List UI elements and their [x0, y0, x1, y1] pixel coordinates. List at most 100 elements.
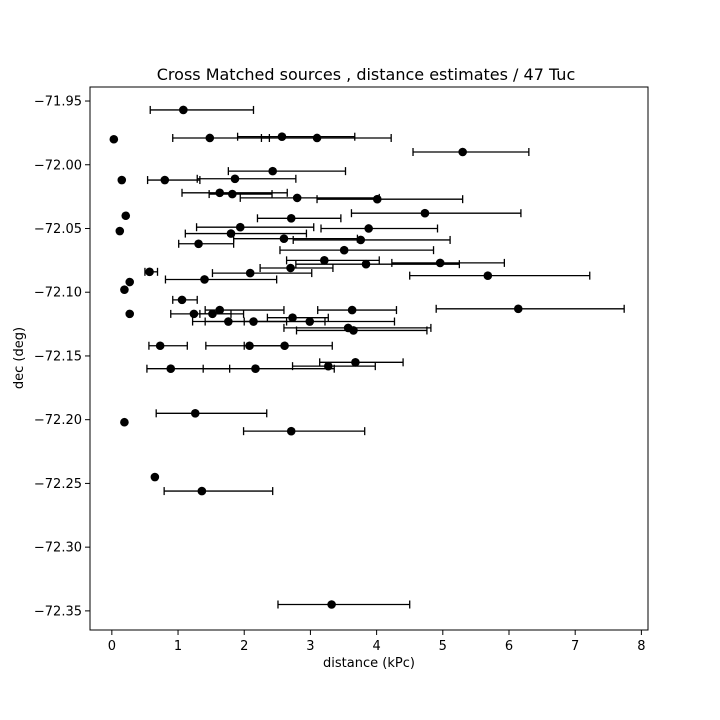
data-point	[177, 295, 187, 305]
data-point	[277, 132, 287, 142]
data-point	[166, 364, 176, 373]
data-point	[312, 133, 322, 143]
error-bar	[242, 427, 366, 436]
error-bar	[184, 229, 308, 238]
plot-area-frame	[89, 86, 649, 631]
data-point	[349, 326, 358, 335]
error-bar	[391, 258, 506, 267]
error-bar	[146, 176, 201, 185]
data-point	[286, 213, 296, 223]
error-bar	[319, 358, 404, 367]
data-point	[364, 224, 373, 233]
data-point	[483, 271, 493, 280]
data-point	[145, 267, 154, 277]
data-point	[292, 193, 302, 203]
data-point	[230, 174, 240, 184]
y-tick-label: −71.95	[34, 95, 82, 110]
error-bar	[211, 269, 313, 278]
data-point	[513, 304, 523, 314]
error-bar	[155, 409, 268, 418]
data-point	[200, 275, 209, 284]
data-point	[121, 211, 131, 221]
data-point	[160, 175, 170, 185]
data-point	[215, 305, 225, 315]
data-point	[194, 239, 203, 249]
data-point	[268, 166, 277, 176]
data-point	[347, 305, 357, 315]
y-tick-label: −72.30	[34, 541, 82, 556]
error-bar	[163, 487, 274, 496]
data-points-layer	[109, 105, 523, 609]
x-tick-label: 5	[439, 639, 447, 654]
data-point	[356, 235, 366, 245]
data-point	[125, 309, 135, 319]
data-point	[226, 229, 236, 238]
error-bar	[279, 246, 435, 255]
error-bar	[232, 234, 359, 243]
error-bar	[350, 209, 522, 218]
y-tick-label: −72.25	[34, 477, 82, 492]
data-point	[228, 189, 237, 199]
data-point	[109, 134, 119, 144]
error-bar	[285, 256, 380, 265]
y-axis-label: dec (deg)	[12, 327, 27, 389]
data-point	[215, 188, 225, 198]
data-point	[125, 277, 135, 287]
data-point	[150, 472, 160, 482]
error-bar	[243, 317, 396, 326]
y-tick-label: −72.05	[34, 222, 82, 237]
error-bar	[202, 364, 335, 373]
error-bar	[317, 306, 398, 315]
error-bar	[172, 133, 271, 142]
y-tick-label: −72.00	[34, 158, 82, 173]
error-bar	[435, 304, 625, 313]
error-bar	[196, 174, 297, 183]
data-point	[279, 234, 289, 243]
x-axis: 0 1 2 3 4 5 6 7 8	[108, 630, 646, 654]
data-point	[120, 417, 129, 427]
data-point	[208, 309, 217, 319]
data-point	[286, 426, 296, 436]
data-point	[339, 245, 349, 255]
x-tick-label: 7	[571, 639, 579, 654]
data-point	[245, 341, 254, 351]
data-point	[361, 259, 371, 269]
data-point	[245, 268, 255, 278]
data-point	[320, 256, 329, 265]
x-axis-label: distance (kPc)	[323, 656, 415, 671]
error-bar	[178, 239, 235, 248]
error-bar	[256, 214, 342, 223]
data-point	[458, 147, 467, 157]
data-point	[420, 208, 430, 218]
error-bar	[148, 341, 188, 350]
data-point	[197, 486, 207, 496]
x-tick-label: 6	[505, 639, 513, 654]
error-bar	[277, 600, 411, 609]
data-point	[120, 285, 129, 294]
y-tick-label: −72.35	[34, 604, 82, 619]
data-point	[224, 317, 233, 326]
data-point	[235, 222, 245, 232]
error-bar	[259, 264, 334, 272]
data-point	[305, 317, 315, 326]
error-bar	[320, 224, 439, 233]
error-bar	[195, 223, 315, 232]
data-point	[155, 341, 165, 351]
data-point	[323, 361, 333, 371]
error-bar	[149, 105, 255, 114]
x-tick-label: 2	[240, 639, 248, 654]
data-point	[351, 358, 360, 367]
data-point	[179, 105, 188, 115]
y-tick-label: −72.15	[34, 349, 82, 364]
error-bar	[227, 167, 347, 176]
chart-title: Cross Matched sources , distance estimat…	[157, 65, 576, 84]
error-bar	[412, 148, 530, 157]
error-bar	[295, 326, 428, 335]
data-point	[251, 364, 260, 373]
x-tick-label: 8	[637, 639, 645, 654]
error-bar	[316, 195, 464, 204]
data-point	[249, 317, 258, 326]
data-point	[435, 258, 445, 268]
data-point	[327, 600, 336, 609]
